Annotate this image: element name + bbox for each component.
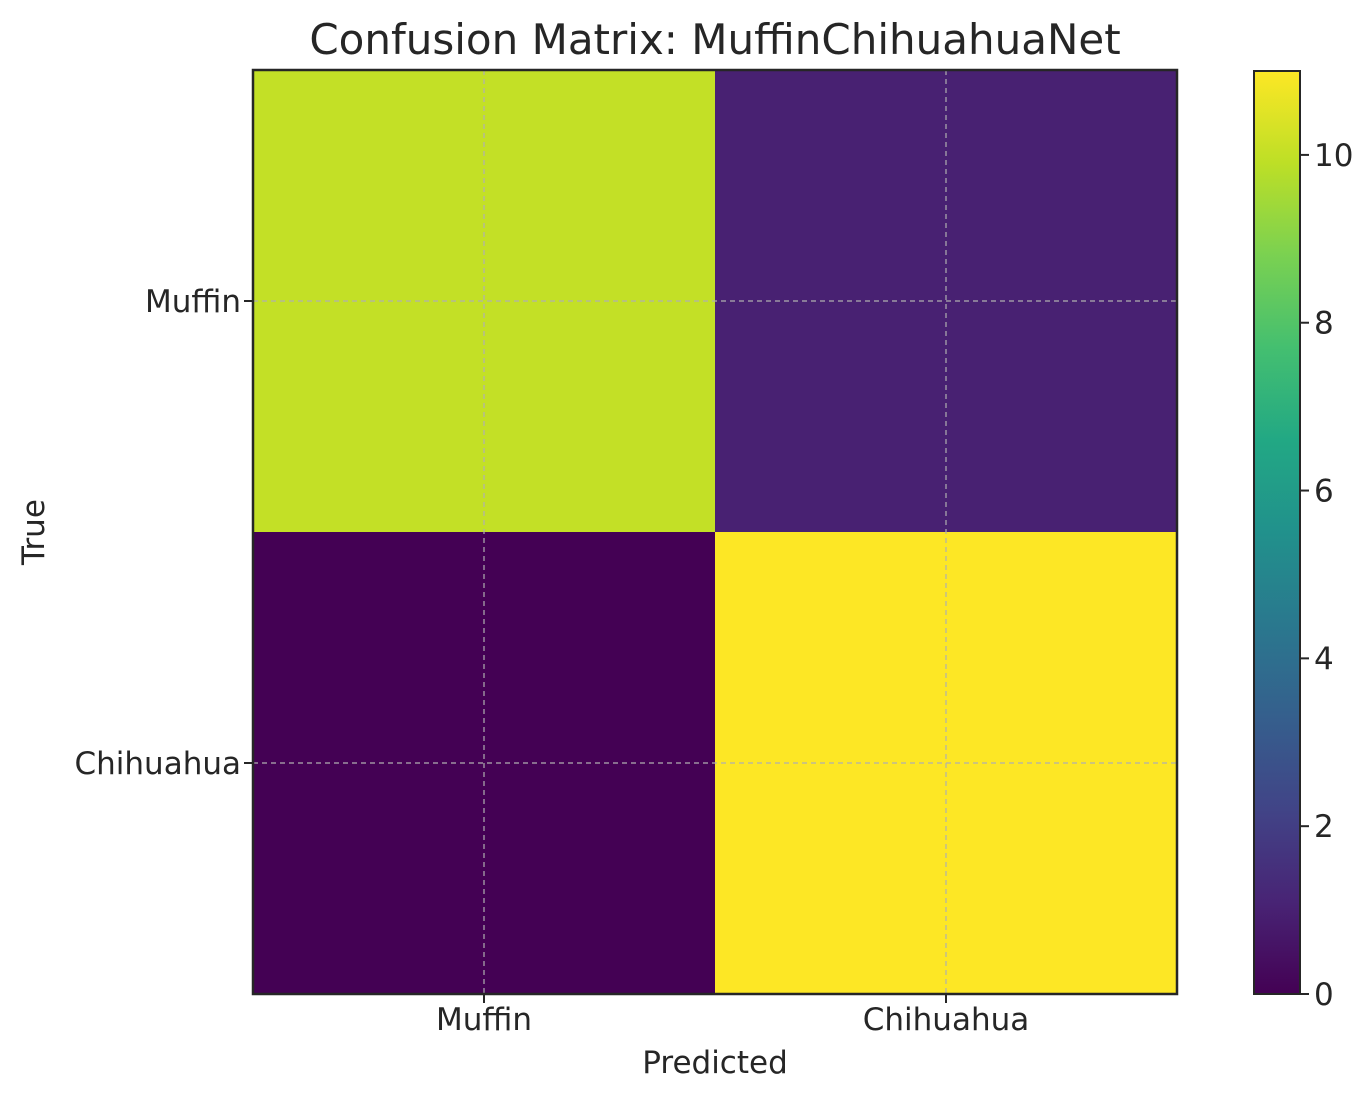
y-axis-label: True — [16, 499, 52, 566]
x-axis-label: Predicted — [642, 1045, 788, 1081]
x-tick-label: Chihuahua — [863, 1002, 1030, 1038]
grid-lines — [253, 70, 1177, 994]
heatmap-cells — [253, 70, 1178, 995]
colorbar-ticks: 0 2 4 6 8 10 — [1300, 138, 1353, 1013]
y-axis-ticks: Muffin Chihuahua — [75, 284, 253, 782]
colorbar-tick-label: 2 — [1314, 809, 1334, 845]
colorbar-tick-label: 6 — [1314, 474, 1334, 510]
chart-title: Confusion Matrix: MuffinChihuahuaNet — [309, 15, 1120, 64]
colorbar-tick-label: 0 — [1314, 977, 1334, 1013]
heatmap-cell — [253, 70, 716, 533]
colorbar-tick-label: 4 — [1314, 641, 1334, 677]
y-tick-label: Muffin — [145, 284, 241, 320]
y-tick-label: Chihuahua — [75, 746, 242, 782]
colorbar-tick-label: 10 — [1314, 138, 1353, 174]
colorbar — [1253, 70, 1301, 995]
x-tick-label: Muffin — [436, 1002, 532, 1038]
colorbar-tick-label: 8 — [1314, 306, 1334, 342]
plot-frame — [251, 68, 1179, 996]
x-axis-ticks: Muffin Chihuahua — [436, 994, 1029, 1038]
